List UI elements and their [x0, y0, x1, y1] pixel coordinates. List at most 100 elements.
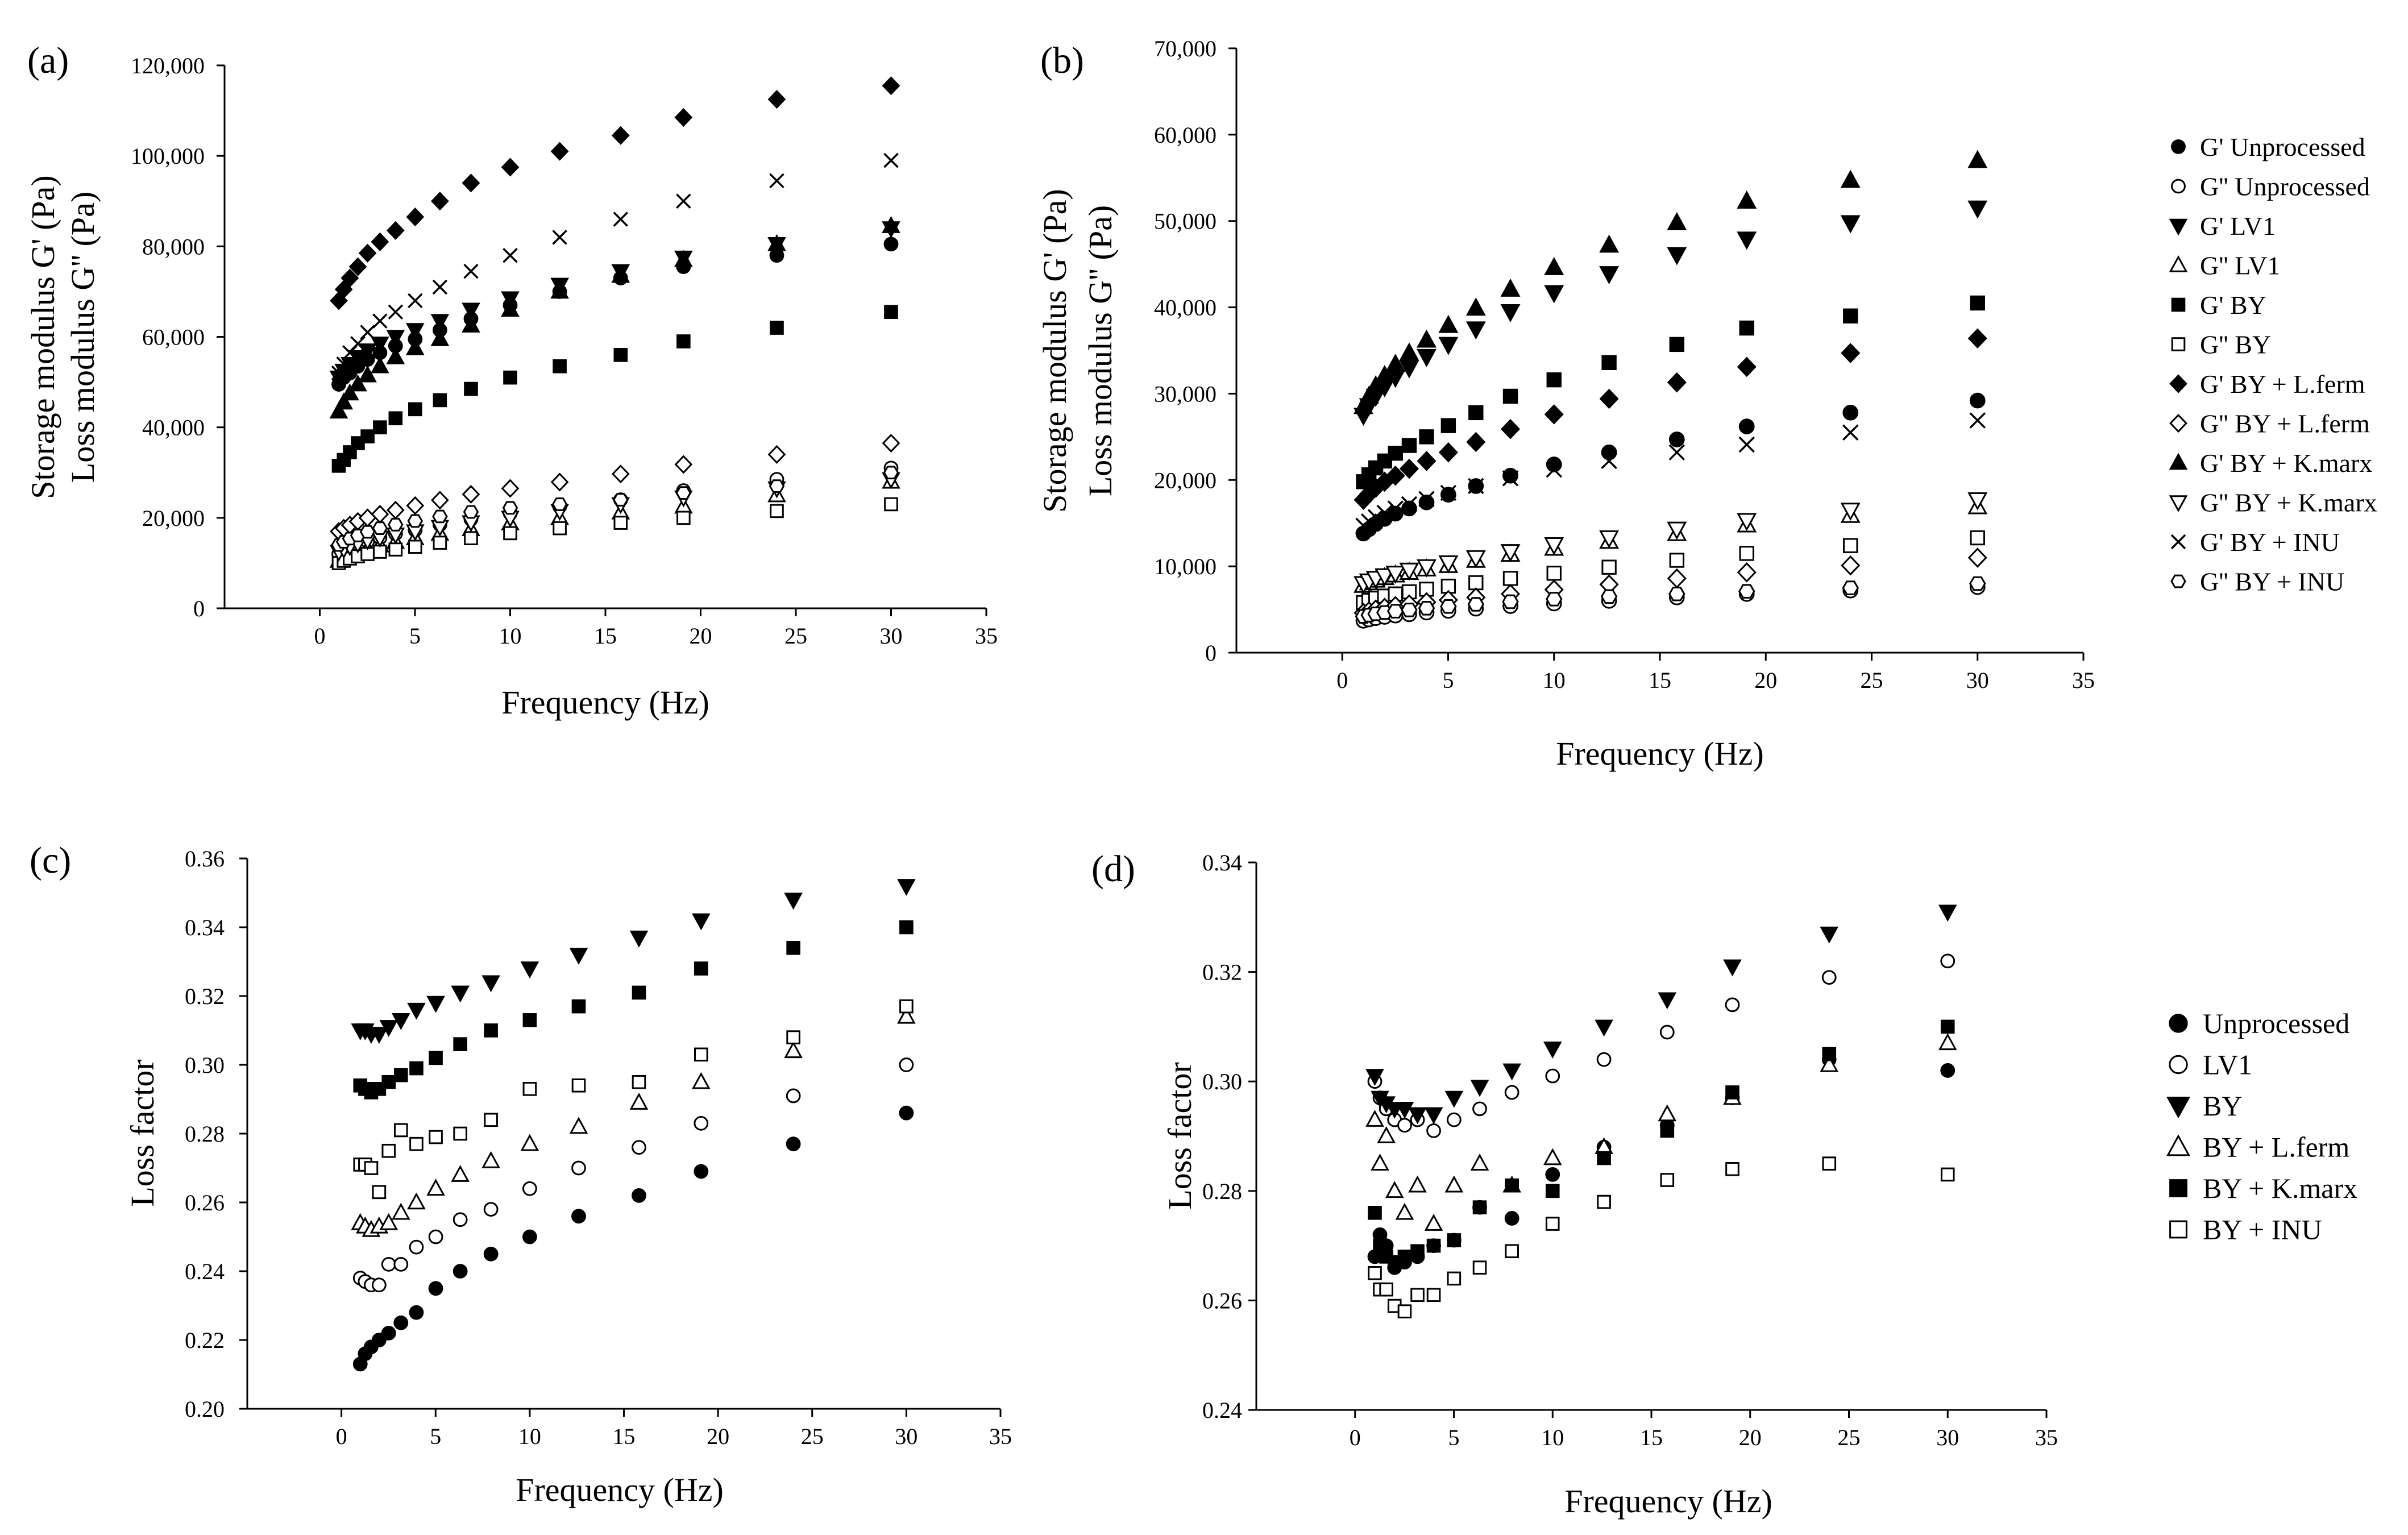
panel-c-point-by-k-marx: [522, 1013, 537, 1027]
panel-b-point-g-storage-by-l-ferm: [1967, 328, 1987, 349]
panel-a-series-g-loss-by-inu: [331, 466, 899, 552]
panel-b-x-tick-label: 35: [2072, 667, 2095, 693]
panel-b-y-tick-label: 30,000: [1154, 381, 1217, 406]
panel-c-point-by-inu: [786, 1030, 800, 1044]
panel-a-y-tick-label: 60,000: [142, 325, 205, 350]
panel-b-point-g-loss-by-k-marx: [1385, 566, 1406, 584]
legend-cd-marker-by-inu: [2169, 1220, 2187, 1239]
panel-c-point-by-inu: [522, 1082, 537, 1096]
panel-a-point-g-loss-by-inu: [388, 517, 404, 532]
panel-b-point-g-loss-by-inu: [1600, 589, 1618, 604]
panel-a-point-g-loss-by-l-ferm: [386, 500, 405, 520]
panel-b-point-g-loss-by: [1843, 538, 1858, 553]
legend-cd-label: BY: [2203, 1090, 2242, 1122]
legend-ab-marker-g-loss-by-l-ferm: [2169, 413, 2187, 433]
panel-b-point-g-loss-by-inu: [1546, 592, 1563, 607]
panel-d-point-by: [1444, 1090, 1464, 1108]
panel-a-point-g-storage-by-l-ferm: [462, 173, 480, 193]
panel-a-point-g-loss-by: [613, 516, 628, 530]
panel-b-point-g-storage-by-k-marx: [1354, 396, 1373, 414]
legend-cd-label: BY + INU: [2203, 1214, 2322, 1246]
legend-ab-label: G'' BY: [2200, 330, 2271, 359]
panel-b-point-g-storage-by-k-marx: [1399, 342, 1419, 361]
panel-a-point-g-loss-by-inu: [551, 497, 568, 511]
panel-d-point-lv1: [1426, 1123, 1441, 1138]
panel-b-point-g-storage-by-inu: [1367, 509, 1384, 525]
panel-d-point-by-k-marx: [1368, 1206, 1382, 1220]
panel-a-y-tick-label: 20,000: [142, 505, 205, 531]
panel-c-point-by-k-marx: [453, 1037, 467, 1052]
panel-c-series-by: [351, 879, 916, 1044]
panel-b-point-g-storage-lv1: [1737, 231, 1757, 250]
panel-b-point-g-storage-lv1: [1465, 321, 1486, 340]
panel-d-point-by: [1595, 1019, 1613, 1037]
panel-a-point-g-storage-by-k-marx: [882, 215, 900, 233]
panel-a-point-g-storage-by: [613, 348, 628, 362]
panel-a-x-tick-label: 20: [690, 623, 712, 649]
panel-d-point-by-inu: [1597, 1194, 1611, 1209]
panel-a-point-g-loss-by-l-ferm: [501, 479, 520, 498]
panel-b-point-g-loss-by-inu: [1842, 580, 1859, 595]
panel-a-point-g-storage-by-k-marx: [550, 281, 569, 299]
panel-c-point-by-k-marx: [786, 941, 800, 955]
panel-a-point-g-storage-by: [553, 359, 567, 374]
panel-a-point-g-storage-lv1: [501, 291, 520, 309]
panel-a-point-g-storage-by-l-ferm: [674, 107, 693, 127]
panel-d-point-lv1: [1504, 1085, 1519, 1100]
panel-d-point-by-inu: [1545, 1217, 1560, 1231]
panel-c-point-unprocessed: [452, 1264, 468, 1279]
panel-c-label: (c): [30, 840, 71, 881]
panel-c-point-lv1: [452, 1212, 468, 1227]
panel-d-point-by-inu: [1940, 1167, 1955, 1182]
panel-a-point-g-storage-by-inu: [463, 263, 479, 279]
panel-d-point-by-l-ferm: [1377, 1126, 1396, 1143]
panel-b-point-g-loss-by-k-marx: [1375, 568, 1395, 587]
legend-ab-label: G'' BY + L.ferm: [2200, 409, 2370, 438]
panel-d-x-tick-label: 30: [1936, 1425, 1959, 1450]
panel-a-point-g-storage-by: [770, 321, 784, 335]
panel-b-point-g-loss-by-k-marx: [1667, 521, 1687, 540]
panel-a-point-g-storage-by-l-ferm: [348, 257, 367, 276]
panel-b-point-g-storage-lv1: [1438, 337, 1459, 355]
panel-b-series-g-storage-unprocessed: [1355, 392, 1986, 542]
panel-d-x-tick-label: 20: [1739, 1425, 1762, 1450]
panel-b-point-g-storage-by: [1502, 388, 1518, 404]
panel-b-x-tick-label: 0: [1336, 667, 1348, 693]
panel-d: (d) 0.24 0.26 0.28 0.30 0.32 0.34 0 5 10 15 20 25 30…: [1091, 848, 2058, 1520]
panel-d-point-by: [1408, 1107, 1427, 1125]
panel-c-point-lv1: [393, 1257, 409, 1272]
panel-b-point-g-storage-unprocessed: [1418, 494, 1435, 511]
panel-a-point-g-storage-by-k-marx: [462, 316, 480, 333]
panel-c-point-by-l-ferm: [481, 1151, 500, 1168]
panel-b-point-g-storage-by-l-ferm: [1399, 458, 1419, 479]
panel-c-point-by: [407, 1002, 426, 1020]
panel-c-point-by-inu: [381, 1143, 396, 1158]
panel-b-x-tick-label: 15: [1649, 667, 1671, 693]
legend-cd-label: BY + L.ferm: [2203, 1131, 2349, 1163]
panel-c-series-by-inu: [353, 999, 914, 1200]
panel-d-x-axis-title: Frequency (Hz): [1564, 1483, 1772, 1520]
panel-c-y-tick-label: 0.22: [185, 1327, 225, 1353]
panel-b-point-g-storage-by-inu: [1502, 470, 1519, 487]
panel-b-point-g-storage-by-inu: [1738, 436, 1755, 453]
panel-d-point-by-l-ferm: [1371, 1154, 1389, 1171]
panel-b-point-g-storage-by-inu: [1969, 412, 1986, 429]
panel-c-series-by-k-marx: [353, 920, 914, 1100]
panel-a-point-g-storage-by: [388, 411, 403, 426]
panel-d-series-lv1: [1367, 953, 1956, 1138]
panel-b-y-tick-label: 40,000: [1154, 295, 1217, 321]
panel-c-point-lv1: [694, 1115, 709, 1131]
panel-b-point-g-loss-by-inu: [1401, 603, 1418, 617]
panel-b-point-g-loss-by: [1669, 553, 1685, 568]
panel-c-x-tick-label: 5: [430, 1424, 441, 1449]
panel-a-point-g-storage-by-inu: [503, 248, 518, 263]
panel-b-point-g-storage-by: [1601, 355, 1617, 370]
panel-c-point-lv1: [428, 1229, 443, 1244]
panel-b-series-g-storage-by-l-ferm: [1354, 328, 1987, 510]
panel-b-point-g-storage-by-k-marx: [1967, 150, 1988, 168]
panel-a-point-g-storage-by-l-ferm: [386, 221, 405, 240]
panel-a-point-g-loss-by-l-ferm: [550, 472, 569, 492]
panel-c-point-by-l-ferm: [569, 1117, 588, 1134]
panel-c-y-tick-label: 0.32: [185, 984, 225, 1009]
panel-d-point-by-k-marx: [1410, 1244, 1425, 1259]
